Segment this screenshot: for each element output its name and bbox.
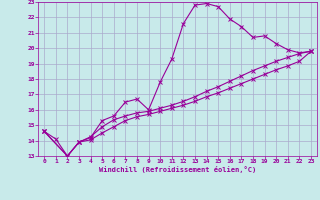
X-axis label: Windchill (Refroidissement éolien,°C): Windchill (Refroidissement éolien,°C) [99,166,256,173]
